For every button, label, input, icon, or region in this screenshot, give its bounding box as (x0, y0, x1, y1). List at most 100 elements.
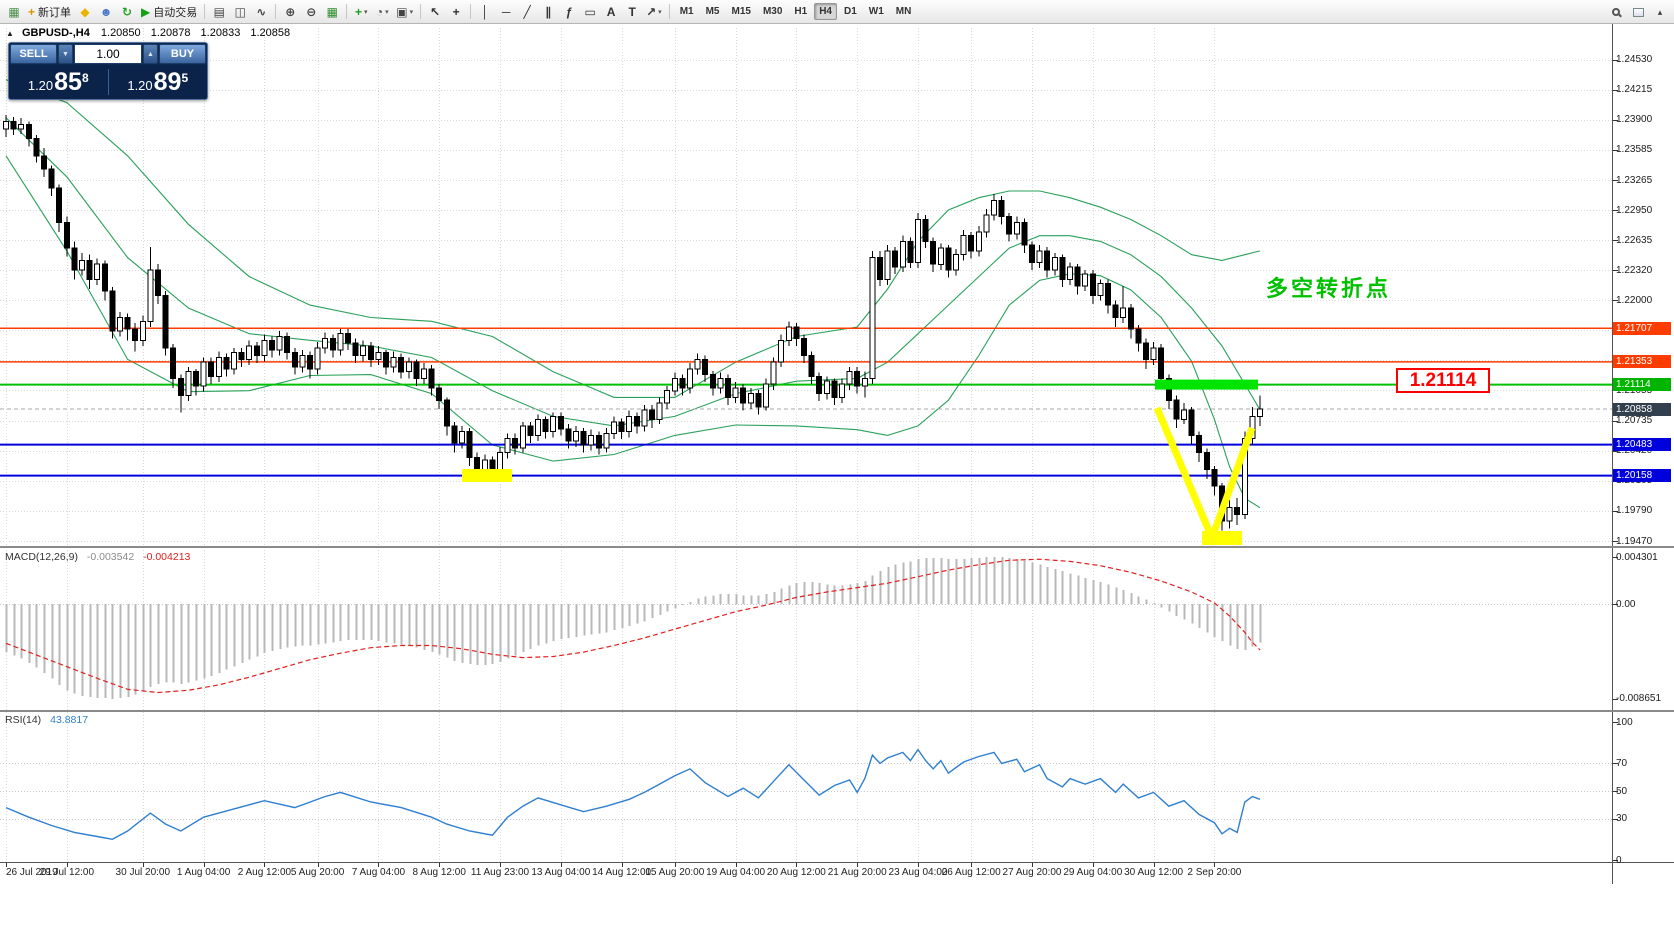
community-icon[interactable]: ☻ (99, 4, 113, 19)
indicators-button[interactable]: + ▾ (354, 4, 368, 19)
rsi-line (5, 748, 1261, 841)
rsi-axis-tick: 70 (1616, 757, 1628, 769)
turning-point-zone[interactable] (1155, 379, 1258, 390)
price-divider (107, 69, 109, 95)
new-chart-icon[interactable] (1628, 2, 1648, 22)
sell-button[interactable]: SELL (10, 44, 57, 64)
zoom-out-icon[interactable]: ⊖ (306, 4, 317, 19)
volume-up-button[interactable]: ▲ (143, 44, 158, 64)
text-label-icon[interactable]: T (628, 4, 636, 19)
v-shape-right-leg[interactable] (1208, 426, 1256, 540)
timeframe-w1[interactable]: W1 (868, 6, 884, 17)
buy-button[interactable]: BUY (159, 44, 206, 64)
price-tick: 1.23585 (1616, 144, 1653, 156)
bar-chart-icon[interactable]: ▤ (213, 4, 225, 19)
rsi-axis-tick: 100 (1616, 716, 1633, 728)
v-shape-left-leg[interactable] (1153, 406, 1216, 540)
volume-value: 1.00 (96, 47, 120, 61)
volume-input[interactable]: 1.00 (74, 44, 142, 64)
timeframe-m30[interactable]: M30 (762, 6, 783, 17)
shapes-icon[interactable]: ▭ (584, 4, 596, 19)
refresh-icon[interactable]: ↻ (121, 4, 133, 19)
time-tick: 7 Aug 04:00 (351, 867, 406, 878)
ohlc-high: 1.20878 (150, 27, 191, 39)
macd-axis-tick: 0.00 (1616, 598, 1636, 610)
price-tick: 1.20735 (1616, 415, 1653, 427)
chart-title: ▲ GBPUSD-,H4 1.20850 1.20878 1.20833 1.2… (6, 27, 297, 39)
one-click-collapse-icon[interactable]: ▲ (6, 29, 14, 38)
bollinger-upper-band (5, 79, 1261, 398)
price-tick: 1.22320 (1616, 264, 1653, 276)
main-chart-pane[interactable] (0, 79, 1612, 545)
templates-button[interactable]: ▣ ▾ (396, 4, 414, 19)
price-callout-box[interactable]: 1.21114 (1396, 368, 1490, 393)
macd-value: -0.003542 (86, 551, 135, 563)
terminal-icon[interactable]: ▦ (8, 4, 20, 19)
auto-trading-button[interactable]: ▶ 自动交易 (141, 4, 198, 19)
collapse-toolbar-icon[interactable]: ▴ (1657, 6, 1663, 17)
macd-axis-tick: 0.004301 (1616, 551, 1658, 563)
zoom-in-icon[interactable]: ⊕ (285, 4, 296, 19)
timeframe-m15[interactable]: M15 (731, 6, 751, 17)
cursor-icon[interactable]: ↖ (430, 4, 441, 19)
new-order-button[interactable]: + 新订单 (28, 4, 72, 19)
price-axis[interactable]: 1.24530 1.24215 1.23900 1.23585 1.23265 1.229… (1613, 24, 1674, 866)
price-tick: 1.24215 (1616, 84, 1653, 96)
sell-price-sup: 8 (81, 70, 89, 85)
text-icon[interactable]: A (606, 4, 616, 19)
macd-pane[interactable] (5, 557, 1262, 700)
timeframe-mn[interactable]: MN (895, 6, 912, 17)
fibonacci-icon[interactable]: ƒ (565, 4, 573, 19)
channel-icon[interactable]: ∥ (545, 4, 552, 19)
mql5-icon[interactable]: ◆ (80, 4, 90, 19)
toolbar-left-group: ▦ + 新订单 ◆ ☻ ↻ ▶ 自动交易 ▤ ◫ ∿ ⊕ ⊖ ▦ + ▾ ◔ ▾ ▣ ▾ ↖ + │ ─ ╱ ∥ ƒ ▭ A T ↗ ▾ (4, 2, 673, 22)
arrows-icon[interactable]: ↗ ▾ (646, 4, 662, 19)
price-tick: 1.24530 (1616, 54, 1653, 66)
time-tick: 2 Sep 20:00 (1187, 867, 1242, 878)
buy-price-prefix: 1.20 (127, 77, 153, 93)
candles (3, 114, 1263, 531)
rsi-axis-tick: 30 (1616, 813, 1628, 825)
periods-button[interactable]: ◔ ▾ (375, 4, 389, 19)
price-tag-1-21707: 1.21707 (1613, 321, 1671, 335)
time-tick: 30 Aug 12:00 (1124, 867, 1184, 878)
timeframe-h1[interactable]: H1 (794, 6, 808, 17)
rsi-indicator-label: RSI(14) 43.8817 (5, 714, 88, 726)
horizontal-line-icon[interactable]: ─ (501, 4, 511, 19)
low-highlight-rect-aug[interactable] (462, 469, 512, 482)
buy-price-sup: 5 (181, 70, 189, 85)
vertical-line-icon[interactable]: │ (481, 4, 489, 19)
timeframe-group: M1 M5 M15 M30 H1 H4 D1 W1 MN (674, 3, 918, 20)
sell-price[interactable]: 1.20 85 8 (9, 69, 108, 95)
time-tick: 5 Aug 20:00 (290, 867, 345, 878)
macd-signal-value: -0.004213 (143, 551, 191, 563)
axis-frame (0, 24, 1674, 884)
timeframe-m5[interactable]: M5 (705, 6, 720, 17)
search-icon[interactable] (1606, 2, 1626, 22)
timeframe-m1[interactable]: M1 (679, 6, 694, 17)
timeframe-d1[interactable]: D1 (844, 6, 857, 17)
toolbar-separator (204, 4, 206, 19)
timeframe-h4[interactable]: H4 (814, 3, 837, 20)
bollinger-lower-band (5, 155, 1261, 509)
price-tag-1-20483: 1.20483 (1613, 438, 1671, 452)
line-chart-icon[interactable]: ∿ (256, 4, 267, 19)
turning-point-annotation[interactable]: 多空转折点 (1266, 276, 1392, 301)
rsi-axis-tick: 50 (1616, 785, 1628, 797)
time-tick: 29 Jul 12:00 (39, 867, 95, 878)
buy-price[interactable]: 1.20 89 5 (109, 69, 208, 95)
macd-pane-separator[interactable] (0, 546, 1674, 548)
time-tick: 19 Aug 04:00 (706, 867, 766, 878)
trendline-icon[interactable]: ╱ (523, 4, 531, 19)
volume-down-button[interactable]: ▼ (58, 44, 73, 64)
rsi-pane[interactable] (5, 748, 1261, 841)
time-axis[interactable]: 26 Jul 2019 29 Jul 12:00 30 Jul 20:00 1 Aug… (0, 862, 1674, 884)
time-tick: 15 Aug 20:00 (645, 867, 705, 878)
crosshair-icon[interactable]: + (452, 4, 460, 19)
time-tick: 11 Aug 23:00 (470, 867, 530, 878)
tile-windows-icon[interactable]: ▦ (326, 4, 338, 19)
toolbar-separator (346, 4, 348, 19)
candlestick-chart-icon[interactable]: ◫ (234, 4, 246, 19)
rsi-pane-separator[interactable] (0, 710, 1674, 712)
